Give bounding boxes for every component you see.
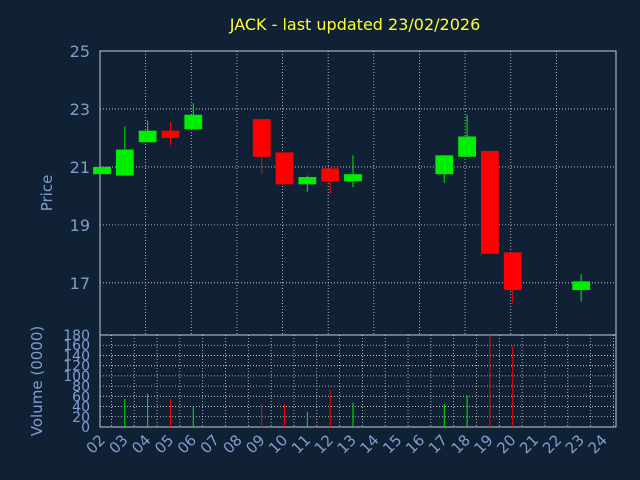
candle-body [572,281,591,291]
candle-body [275,152,294,185]
price-tick-label: 23 [70,100,90,119]
volume-tick-label: 140 [63,348,90,364]
volume-tick-label: 40 [72,400,90,416]
volume-bars [124,335,514,427]
candle-body [321,168,340,182]
price-grid [100,50,616,335]
price-plot-frame [99,50,617,336]
volume-tick-label: 180 [63,328,90,344]
volume-grid [100,334,616,428]
candle-body [161,130,180,138]
price-tick-label: 25 [70,42,90,61]
volume-tick-label: 100 [63,369,90,385]
candle-body [435,155,454,175]
candle-body [298,177,317,185]
volume-tick-label: 120 [63,359,90,375]
candles [93,103,591,304]
candle-body [503,252,522,291]
volume-tick-label: 60 [72,389,90,405]
volume-tick-label: 160 [63,338,90,354]
volume-tick-label: 0 [81,420,90,436]
candle-body [115,149,134,176]
volume-axis-label: Volume (0000) [28,326,46,436]
day-tick-label: 24 [585,431,611,457]
candle-body [184,114,203,130]
candle-body [481,150,499,254]
price-tick-label: 17 [70,274,90,293]
candle-body [252,119,271,157]
price-tick-label: 21 [70,158,90,177]
volume-tick-label: 80 [72,379,90,395]
price-tick-label: 19 [70,216,90,235]
volume-plot-frame [99,334,617,428]
volume-tick-label: 20 [72,410,90,426]
day-tick-labels: 0203040506070809101112131415161718192021… [83,431,611,457]
day-axis-label: Day [333,458,363,476]
candle-body [138,130,157,143]
price-axis-label: Price [38,175,56,212]
chart-title: JACK - last updated 23/02/2026 [229,15,481,34]
candle-body [93,166,111,175]
price-tick-labels: 17 19 21 23 25 [70,42,90,293]
candle-body [458,136,476,157]
candle-body [344,174,362,182]
